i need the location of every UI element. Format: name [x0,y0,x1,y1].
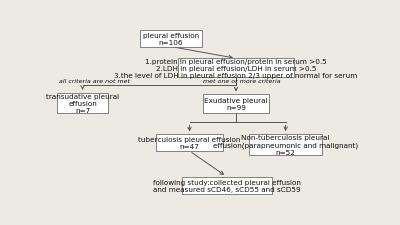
Text: met one or more criteria: met one or more criteria [203,79,281,84]
Text: Exudative pleural
n=99: Exudative pleural n=99 [204,98,268,110]
FancyBboxPatch shape [156,135,223,151]
Text: following study:collected pleural effusion
and measured sCD46, sCD55 and sCD59: following study:collected pleural effusi… [153,179,301,192]
FancyBboxPatch shape [57,93,108,113]
Text: Non-tuberculosis pleural
effusion(parapneumonic and malignant)
n=52: Non-tuberculosis pleural effusion(parapn… [213,135,358,155]
FancyBboxPatch shape [140,31,202,47]
Text: pleural effusion
n=106: pleural effusion n=106 [143,33,199,46]
FancyBboxPatch shape [203,95,269,113]
Text: tuberculosis pleural effusion
n=47: tuberculosis pleural effusion n=47 [138,137,241,150]
FancyBboxPatch shape [249,134,322,155]
Text: 1.protein in pleural effusion/protein in serum >0.5
2.LDH in pleural effusion/LD: 1.protein in pleural effusion/protein in… [114,59,358,79]
Text: all criteria are not met: all criteria are not met [60,79,130,84]
Text: transudative pleural
effusion
n=7: transudative pleural effusion n=7 [46,93,119,113]
FancyBboxPatch shape [178,59,294,78]
FancyBboxPatch shape [182,177,272,194]
